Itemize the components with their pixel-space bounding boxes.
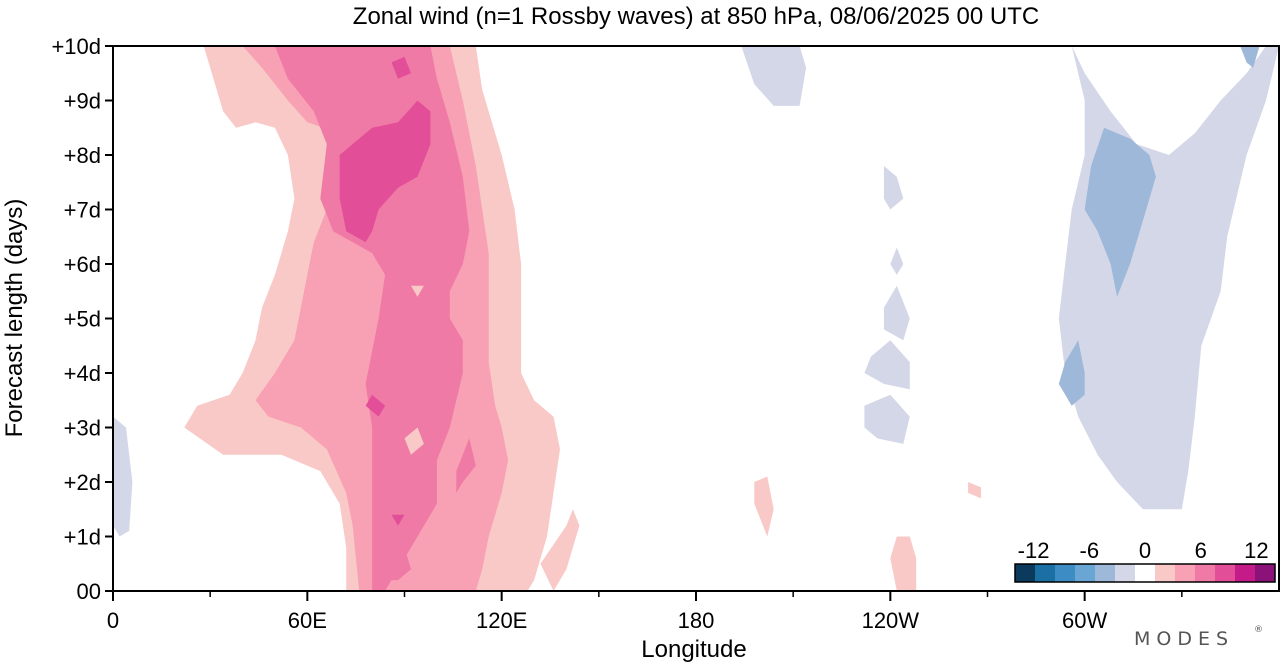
y-tick-label: +9d bbox=[64, 89, 101, 114]
y-tick-label: +8d bbox=[64, 143, 101, 168]
colorbar-swatch bbox=[1115, 564, 1136, 582]
contour-region-4 bbox=[747, 313, 800, 390]
colorbar-swatch bbox=[1075, 564, 1096, 582]
contour-region-9 bbox=[890, 247, 904, 275]
contour-region-33 bbox=[411, 285, 424, 297]
contour-region-8 bbox=[883, 165, 904, 210]
y-axis-ticks: 00 +1d +2d +3d +4d +5d +6d +7d +8d +9d +10d bbox=[51, 34, 113, 604]
contour-region-28 bbox=[365, 394, 386, 417]
y-tick-label: 00 bbox=[77, 579, 101, 604]
contour-region-16 bbox=[1084, 127, 1156, 297]
modes-logo: MODES ® bbox=[1134, 625, 1263, 650]
plot-frame bbox=[112, 45, 1280, 592]
contour-region-25 bbox=[274, 46, 470, 591]
contour-region-27 bbox=[391, 56, 411, 79]
colorbar-swatch bbox=[1015, 564, 1036, 582]
contour-region-26 bbox=[339, 100, 431, 243]
contour-region-7 bbox=[741, 46, 807, 106]
brand-label: MODES bbox=[1134, 628, 1234, 650]
y-tick-label: +7d bbox=[64, 198, 101, 223]
x-axis-ticks: 0 60E 120E 180 120W 60W bbox=[107, 591, 1183, 633]
colorbar-swatch bbox=[1055, 564, 1076, 582]
x-tick-label: 60W bbox=[1062, 608, 1107, 633]
y-tick-label: +2d bbox=[64, 470, 101, 495]
colorbar-swatch bbox=[1035, 564, 1056, 582]
contour-region-11 bbox=[864, 340, 910, 390]
contour-region-31 bbox=[456, 438, 476, 493]
colorbar-swatch bbox=[1215, 564, 1236, 582]
contour-fills bbox=[113, 46, 1279, 591]
contour-region-18 bbox=[1240, 46, 1260, 68]
contour-region-34 bbox=[404, 427, 424, 455]
contour-region-12 bbox=[864, 394, 910, 444]
x-tick-label: 180 bbox=[678, 608, 715, 633]
contour-region-20 bbox=[540, 509, 580, 591]
colorbar-swatch bbox=[1195, 564, 1216, 582]
contour-region-32 bbox=[385, 547, 411, 581]
y-tick-label: +1d bbox=[64, 525, 101, 550]
colorbar-swatch bbox=[1255, 564, 1276, 582]
contour-region-1 bbox=[113, 416, 133, 537]
contour-region-3 bbox=[657, 438, 690, 542]
y-tick-label: +3d bbox=[64, 416, 101, 441]
x-tick-label: 60E bbox=[288, 608, 327, 633]
contour-region-2 bbox=[592, 46, 632, 112]
colorbar-swatch bbox=[1175, 564, 1196, 582]
colorbar-tick-label: 0 bbox=[1139, 538, 1151, 563]
y-tick-label: +6d bbox=[64, 252, 101, 277]
x-tick-label: 120W bbox=[862, 608, 920, 633]
chart-title: Zonal wind (n=1 Rossby waves) at 850 hPa… bbox=[353, 3, 1039, 30]
y-tick-label: +10d bbox=[51, 34, 101, 59]
x-axis-label: Longitude bbox=[641, 636, 746, 663]
colorbar-frame bbox=[1014, 563, 1276, 583]
colorbar-swatch bbox=[1095, 564, 1116, 582]
contour-region-0 bbox=[113, 236, 194, 591]
x-tick-label: 120E bbox=[476, 608, 527, 633]
contour-region-17 bbox=[1058, 340, 1085, 406]
colorbar-tick-label: 12 bbox=[1244, 538, 1268, 563]
colorbar-tick-label: -6 bbox=[1080, 538, 1100, 563]
colorbar-tick-label: 6 bbox=[1195, 538, 1207, 563]
colorbar-tick-label: -12 bbox=[1018, 538, 1050, 563]
y-tick-label: +5d bbox=[64, 307, 101, 332]
colorbar: -12 -6 0 6 12 bbox=[1014, 538, 1276, 583]
brand-mark: ® bbox=[1254, 625, 1263, 635]
colorbar-swatch bbox=[1135, 564, 1156, 582]
contour-region-22 bbox=[890, 536, 917, 591]
contour-region-30 bbox=[423, 220, 457, 275]
contour-region-6 bbox=[696, 46, 962, 591]
x-tick-label: 0 bbox=[107, 608, 119, 633]
contour-region-21 bbox=[754, 476, 774, 537]
contour-region-29 bbox=[391, 514, 405, 526]
contour-region-23 bbox=[968, 482, 981, 499]
y-tick-label: +4d bbox=[64, 361, 101, 386]
contour-region-10 bbox=[883, 285, 910, 341]
colorbar-swatch bbox=[1155, 564, 1176, 582]
colorbar-swatch bbox=[1235, 564, 1256, 582]
y-axis-label: Forecast length (days) bbox=[1, 199, 28, 438]
